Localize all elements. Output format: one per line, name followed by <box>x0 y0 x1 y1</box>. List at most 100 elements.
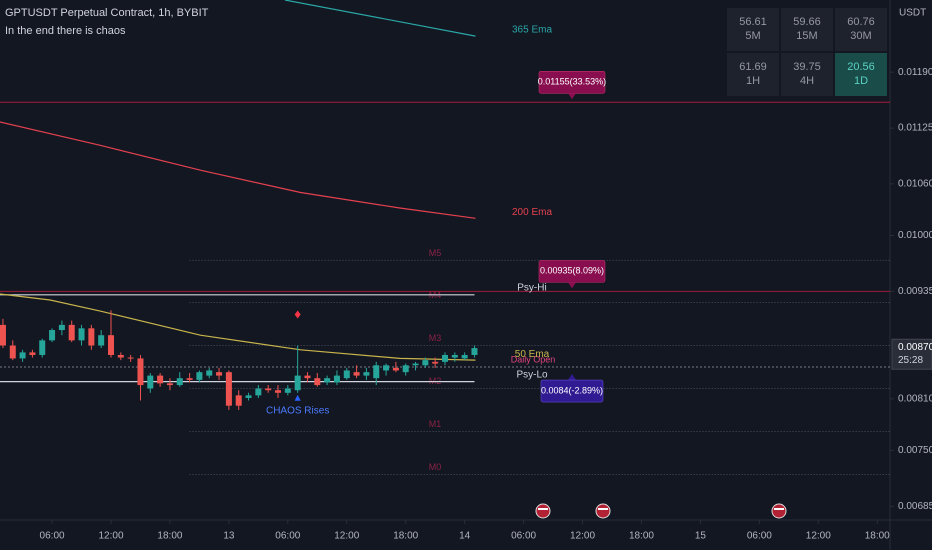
x-tick-label: 12:00 <box>98 531 123 542</box>
rsi-timeframe: 1H <box>746 75 760 87</box>
candle-body <box>363 372 370 376</box>
candle-body <box>275 390 282 393</box>
candle-body <box>108 335 115 355</box>
x-tick-label: 06:00 <box>275 531 300 542</box>
rsi-timeframe: 15M <box>796 30 817 42</box>
x-tick-label: 18:00 <box>629 531 654 542</box>
x-tick-label: 18:00 <box>157 531 182 542</box>
rsi-timeframe: 5M <box>745 30 760 42</box>
axis-unit: USDT <box>899 8 926 19</box>
candle-body <box>127 357 134 359</box>
candle-body <box>314 378 321 386</box>
y-tick-label: 0.00935 <box>898 286 932 297</box>
candle-body <box>235 395 242 406</box>
price-tag-label: 0.0084(-2.89%) <box>541 385 603 395</box>
candle-body <box>9 345 16 359</box>
candle-body <box>49 330 56 341</box>
flag-icon[interactable] <box>771 503 787 519</box>
x-tick-label: 14 <box>459 531 471 542</box>
candle-body <box>216 372 223 376</box>
ema-label: 200 Ema <box>512 207 552 218</box>
price-tag-box <box>540 379 604 403</box>
candle-body <box>442 354 448 362</box>
candle-body <box>0 324 6 346</box>
m-level-label: M2 <box>429 376 442 386</box>
price-tag: 0.00935(8.09%) <box>538 260 606 289</box>
rsi-value: 56.61 <box>739 16 767 28</box>
x-tick-label: 06:00 <box>747 531 772 542</box>
candle-body <box>157 375 164 384</box>
candle-body <box>304 375 311 379</box>
x-tick-label: 13 <box>223 531 235 542</box>
last-price-label: 0.00870 <box>898 342 932 353</box>
candle-body <box>422 360 429 366</box>
candle-body <box>186 378 193 380</box>
candle-body <box>432 361 439 364</box>
x-tick-label: 06:00 <box>511 531 536 542</box>
m-level-label: M3 <box>429 333 442 343</box>
candle-body <box>147 375 154 389</box>
ema-line <box>284 0 476 37</box>
candle-body <box>58 324 65 331</box>
candle-body <box>176 378 183 386</box>
candle-body <box>166 383 173 386</box>
rsi-value: 60.76 <box>847 16 875 28</box>
y-tick-label: 0.01190 <box>898 67 932 78</box>
rsi-timeframe: 1D <box>854 75 868 87</box>
candle-body <box>451 354 458 358</box>
flag-icon[interactable] <box>535 503 551 519</box>
rsi-value: 39.75 <box>793 61 821 73</box>
flag-icon[interactable] <box>595 503 611 519</box>
candle-body <box>78 328 85 341</box>
candle-body <box>343 370 350 379</box>
rsi-cell <box>835 8 887 51</box>
countdown-label: 25:28 <box>898 355 923 366</box>
ema-label: 50 Ema <box>515 349 550 360</box>
rsi-cell <box>727 8 779 51</box>
chart-subtitle: In the end there is chaos <box>5 25 126 37</box>
x-tick-label: 12:00 <box>570 531 595 542</box>
flag-stripe <box>774 508 784 510</box>
level-label: Daily Open <box>511 354 556 364</box>
price-tag-label: 0.00935(8.09%) <box>540 266 604 276</box>
y-tick-label: 0.00810 <box>898 393 932 404</box>
candle-body <box>373 365 380 379</box>
candle-body <box>324 378 331 383</box>
rsi-cell <box>781 8 833 51</box>
y-tick-label: 0.01000 <box>898 230 932 241</box>
candle-body <box>412 363 419 366</box>
ema-label: 365 Ema <box>512 25 552 36</box>
y-tick-label: 0.00750 <box>898 445 932 456</box>
rsi-cell <box>835 53 887 96</box>
candle-body <box>353 372 360 376</box>
candle-body <box>39 340 46 355</box>
candle-body <box>19 352 26 359</box>
candle-body <box>225 372 232 406</box>
candle-body <box>196 372 203 380</box>
m-level-label: M0 <box>429 462 442 472</box>
y-tick-label: 0.01060 <box>898 179 932 190</box>
rsi-value: 59.66 <box>793 16 821 28</box>
ema-line <box>0 121 476 219</box>
candle-body <box>265 388 272 391</box>
flag-stripe <box>598 508 608 510</box>
rsi-cell <box>781 53 833 96</box>
rsi-cell <box>727 53 779 96</box>
candle-body <box>98 335 105 346</box>
rsi-timeframe: 4H <box>800 75 814 87</box>
price-tag: 0.01155(33.53%) <box>538 70 606 100</box>
candle-body <box>137 358 144 386</box>
x-tick-label: 12:00 <box>806 531 831 542</box>
x-tick-label: 18:00 <box>393 531 418 542</box>
price-tag-arrow <box>568 374 576 381</box>
chart-title: GPTUSDT Perpetual Contract, 1h, BYBIT <box>5 7 209 19</box>
x-tick-label: 15 <box>695 531 707 542</box>
candle-body <box>471 348 478 355</box>
candle-body <box>245 395 252 398</box>
candle-body <box>29 352 36 355</box>
rsi-value: 20.56 <box>847 61 875 73</box>
candle-body <box>402 365 409 373</box>
candle-body <box>117 354 124 358</box>
rsi-timeframe: 30M <box>850 30 871 42</box>
price-tag-arrow <box>568 282 576 289</box>
